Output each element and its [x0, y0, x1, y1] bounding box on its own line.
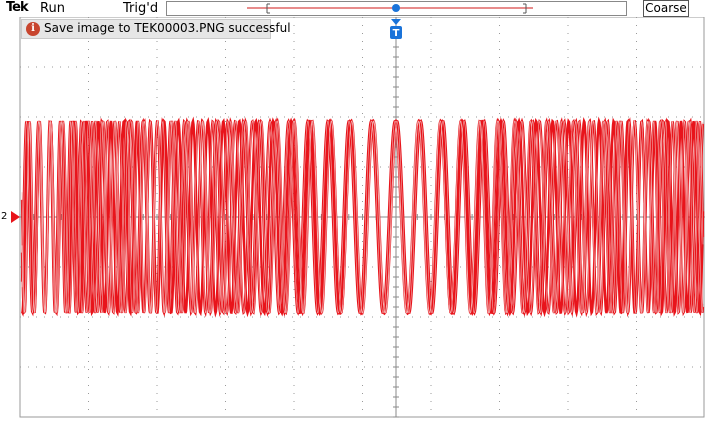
channel-2-marker[interactable]: [11, 211, 20, 223]
channel-2-label: 2: [1, 211, 8, 222]
notification-message: Save image to TEK00003.PNG successful: [44, 21, 291, 35]
status-bar: Tek Run Trig'd Coarse: [0, 0, 705, 17]
trigger-position-icon: [392, 4, 400, 12]
brand-logo: Tek: [6, 0, 29, 15]
coarse-button[interactable]: Coarse: [643, 0, 689, 17]
trigger-label: T: [393, 28, 400, 39]
channel-2-waveform: [20, 116, 705, 318]
save-notification: i Save image to TEK00003.PNG successful: [21, 19, 291, 39]
acquisition-state[interactable]: Run: [40, 1, 65, 16]
waveform-trace-highlight: [21, 120, 704, 315]
channel-2-arrow-icon: [11, 211, 20, 223]
trigger-arrow-icon: [391, 19, 401, 25]
record-position-indicator: [247, 3, 533, 14]
waveform-display: T: [11, 17, 705, 418]
trigger-marker[interactable]: T: [390, 19, 402, 39]
trigger-state: Trig'd: [123, 1, 159, 16]
info-icon: i: [26, 22, 40, 36]
record-position-bar[interactable]: [166, 1, 627, 16]
trigger-badge: [390, 26, 402, 39]
